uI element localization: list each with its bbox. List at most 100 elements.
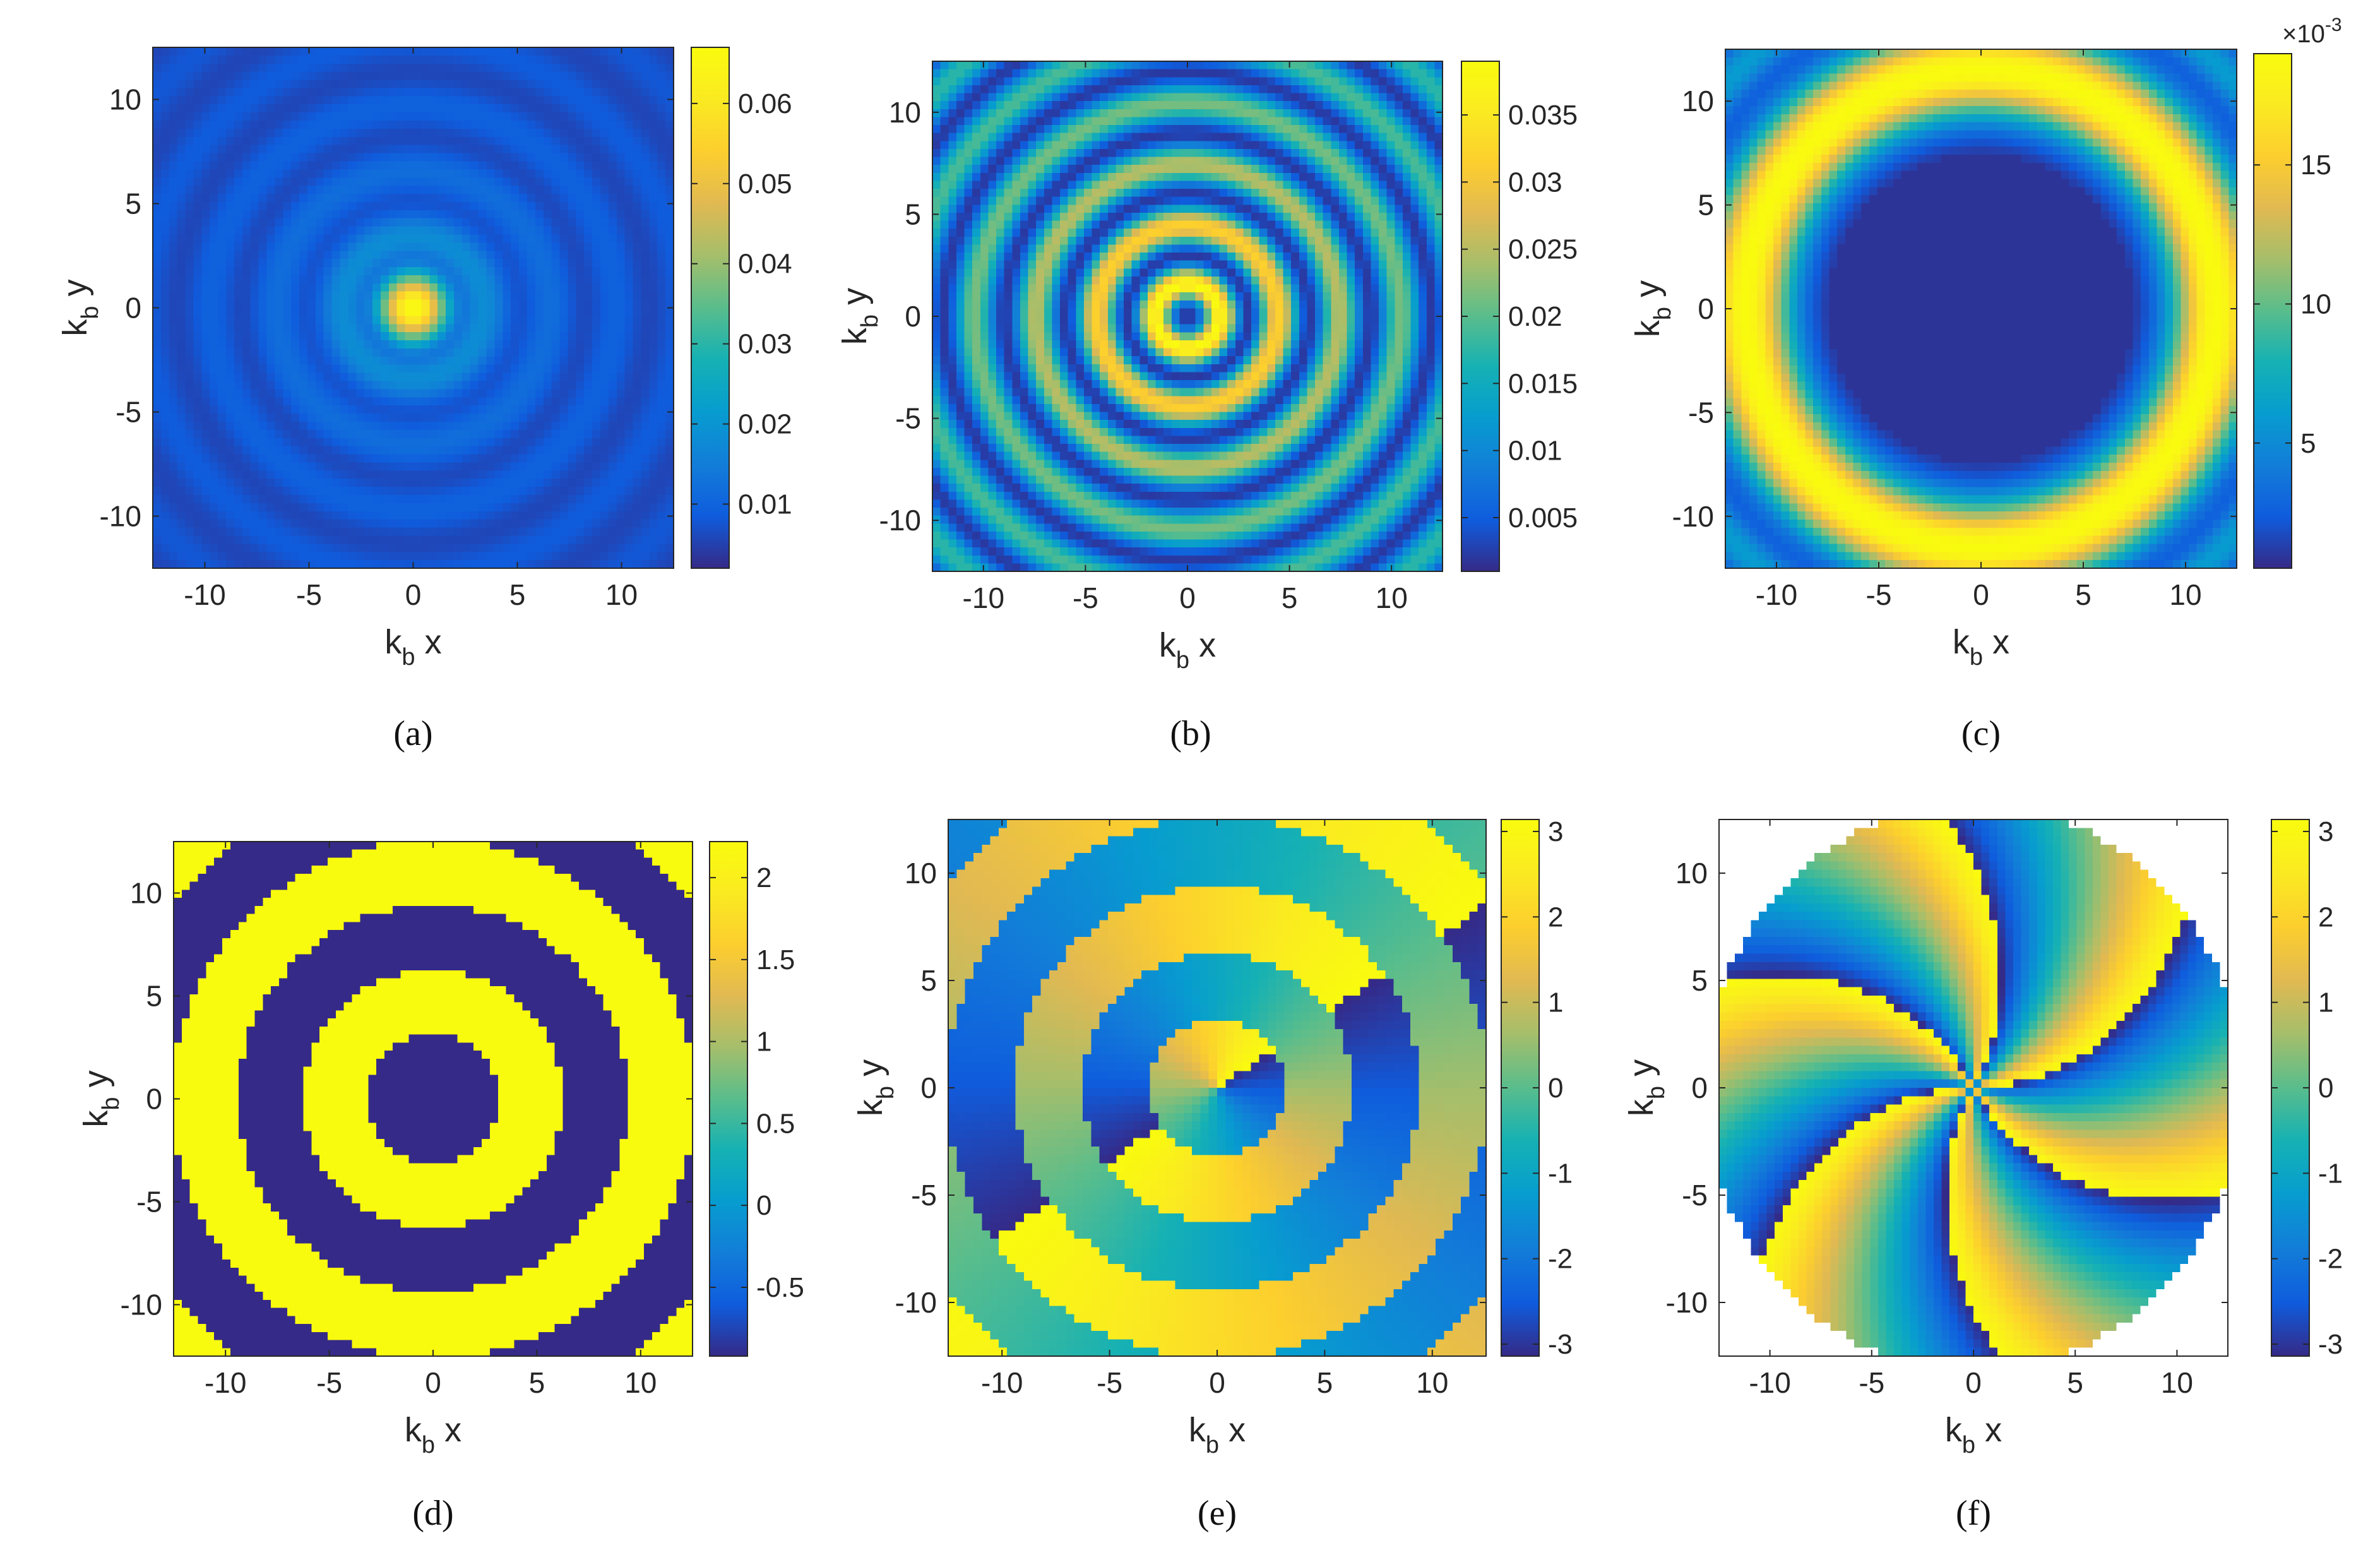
x-tick-label: 5 xyxy=(1282,581,1298,614)
colorbar-tick-label: 0.035 xyxy=(1508,100,1578,131)
x-tick-label: 5 xyxy=(529,1366,545,1399)
y-tick-label: -5 xyxy=(895,402,921,435)
y-tick-label: 10 xyxy=(889,96,921,129)
y-tick-label: 5 xyxy=(1698,189,1714,222)
x-axis-label: kb x xyxy=(1945,1411,2002,1458)
heatmap-c xyxy=(1725,49,2237,568)
panel-caption: (a) xyxy=(393,714,432,753)
x-tick-label: -10 xyxy=(184,578,225,611)
colorbar-tick-label: -3 xyxy=(2318,1329,2343,1360)
colorbar-tick-label: 0 xyxy=(1548,1073,1563,1104)
colorbar-tick-label: 2 xyxy=(2318,902,2333,932)
y-axis-label: kb y xyxy=(1622,1059,1670,1116)
colorbar-tick-label: 0.005 xyxy=(1508,503,1578,533)
colorbar-tick-label: 2 xyxy=(1548,902,1563,932)
panel-caption: (c) xyxy=(1961,714,2001,753)
x-tick-label: 0 xyxy=(1209,1366,1225,1399)
colorbar-tick-label: 0.02 xyxy=(738,409,792,440)
y-tick-label: -5 xyxy=(1688,396,1714,429)
y-tick-label: -10 xyxy=(100,500,141,533)
x-tick-label: 10 xyxy=(2161,1366,2193,1399)
colorbar-tick-label: 0.015 xyxy=(1508,368,1578,399)
colorbar-tick-label: 10 xyxy=(2300,289,2331,319)
x-tick-label: 5 xyxy=(2075,578,2091,611)
x-tick-label: -10 xyxy=(1749,1366,1790,1399)
colorbar-tick-label: 5 xyxy=(2300,428,2316,459)
colorbar-exponent: ×10-3 xyxy=(2282,15,2342,48)
x-axis-label: kb x xyxy=(1189,1411,1246,1458)
panel-caption: (d) xyxy=(412,1494,453,1533)
colorbar-tick-label: 0 xyxy=(2318,1073,2333,1104)
colorbar-tick-label: 0 xyxy=(756,1190,771,1221)
y-tick-label: 0 xyxy=(905,300,921,333)
x-tick-label: 0 xyxy=(1965,1366,1982,1399)
x-tick-label: 10 xyxy=(1376,581,1408,614)
colorbar-tick-label: -1 xyxy=(2318,1158,2343,1189)
colorbar-tick-label: 0.06 xyxy=(738,88,792,119)
y-tick-label: 5 xyxy=(1691,964,1708,997)
y-tick-label: -5 xyxy=(911,1179,937,1212)
colorbar-tick-label: 0.01 xyxy=(738,489,792,520)
x-tick-label: 10 xyxy=(1416,1366,1448,1399)
colorbar-tick-label: 0.03 xyxy=(1508,167,1562,198)
y-tick-label: 10 xyxy=(1675,857,1708,890)
colorbar-tick-label: -1 xyxy=(1548,1158,1573,1189)
x-axis-label: kb x xyxy=(1159,626,1216,674)
colorbar-tick-label: 0.02 xyxy=(1508,301,1562,332)
y-tick-label: -10 xyxy=(1672,500,1714,533)
x-tick-label: -5 xyxy=(1859,1366,1884,1399)
x-tick-label: -10 xyxy=(963,581,1004,614)
panel-b: -10 -5 0 5 10 10 5 0 -5 -10 kb x kb y 0.035 0.03 0.025… xyxy=(836,61,1578,753)
x-tick-label: 0 xyxy=(425,1366,441,1399)
heatmap-f xyxy=(1719,819,2228,1356)
y-tick-label: 0 xyxy=(146,1083,162,1116)
y-tick-label: 10 xyxy=(130,877,162,910)
x-axis-label: kb x xyxy=(405,1411,461,1458)
colorbar-tick-label: 0.04 xyxy=(738,249,792,280)
y-tick-label: 0 xyxy=(1691,1071,1708,1104)
y-tick-label: 10 xyxy=(109,83,141,116)
colorbar-tick-label: 15 xyxy=(2300,150,2331,181)
y-tick-label: 10 xyxy=(1682,85,1714,117)
x-tick-label: -5 xyxy=(316,1366,342,1399)
colorbar-tick-label: 3 xyxy=(1548,816,1563,847)
x-tick-label: -5 xyxy=(1073,581,1098,614)
colorbar-tick-label: -2 xyxy=(1548,1244,1573,1275)
y-tick-label: 10 xyxy=(905,857,937,890)
panel-caption: (e) xyxy=(1198,1494,1237,1533)
x-tick-label: 0 xyxy=(1179,581,1196,614)
x-axis-label: kb x xyxy=(1953,623,2009,670)
colorbar-d xyxy=(709,841,748,1357)
y-tick-label: -10 xyxy=(121,1289,162,1321)
colorbar-tick-label: 0.5 xyxy=(756,1108,795,1139)
heatmap-b xyxy=(932,61,1443,571)
colorbar-tick-label: 0.025 xyxy=(1508,234,1578,265)
y-tick-label: 0 xyxy=(125,292,141,325)
x-tick-label: 5 xyxy=(2067,1366,2083,1399)
colorbar-tick-label: 3 xyxy=(2318,816,2333,847)
x-tick-label: 0 xyxy=(1973,578,1989,611)
x-tick-label: -10 xyxy=(1756,578,1797,611)
panel-caption: (f) xyxy=(1956,1494,1991,1533)
colorbar-tick-label: -3 xyxy=(1548,1329,1573,1360)
heatmap-d xyxy=(174,842,693,1356)
y-axis-label: kb y xyxy=(852,1059,899,1116)
x-tick-label: 0 xyxy=(405,578,422,611)
y-tick-label: -10 xyxy=(1666,1286,1708,1319)
colorbar-a xyxy=(691,47,730,569)
x-tick-label: -10 xyxy=(205,1366,246,1399)
x-tick-label: -5 xyxy=(296,578,322,611)
colorbar-tick-label: 2 xyxy=(756,862,771,893)
colorbar-tick-label: 0.01 xyxy=(1508,436,1562,467)
heatmap-e xyxy=(948,819,1486,1356)
y-tick-label: -10 xyxy=(879,504,921,537)
x-tick-label: 5 xyxy=(1317,1366,1333,1399)
y-axis-label: kb y xyxy=(77,1070,124,1127)
x-tick-label: 10 xyxy=(2169,578,2201,611)
y-tick-label: 5 xyxy=(920,964,937,997)
x-tick-label: 10 xyxy=(624,1366,657,1399)
y-tick-label: 5 xyxy=(905,198,921,230)
